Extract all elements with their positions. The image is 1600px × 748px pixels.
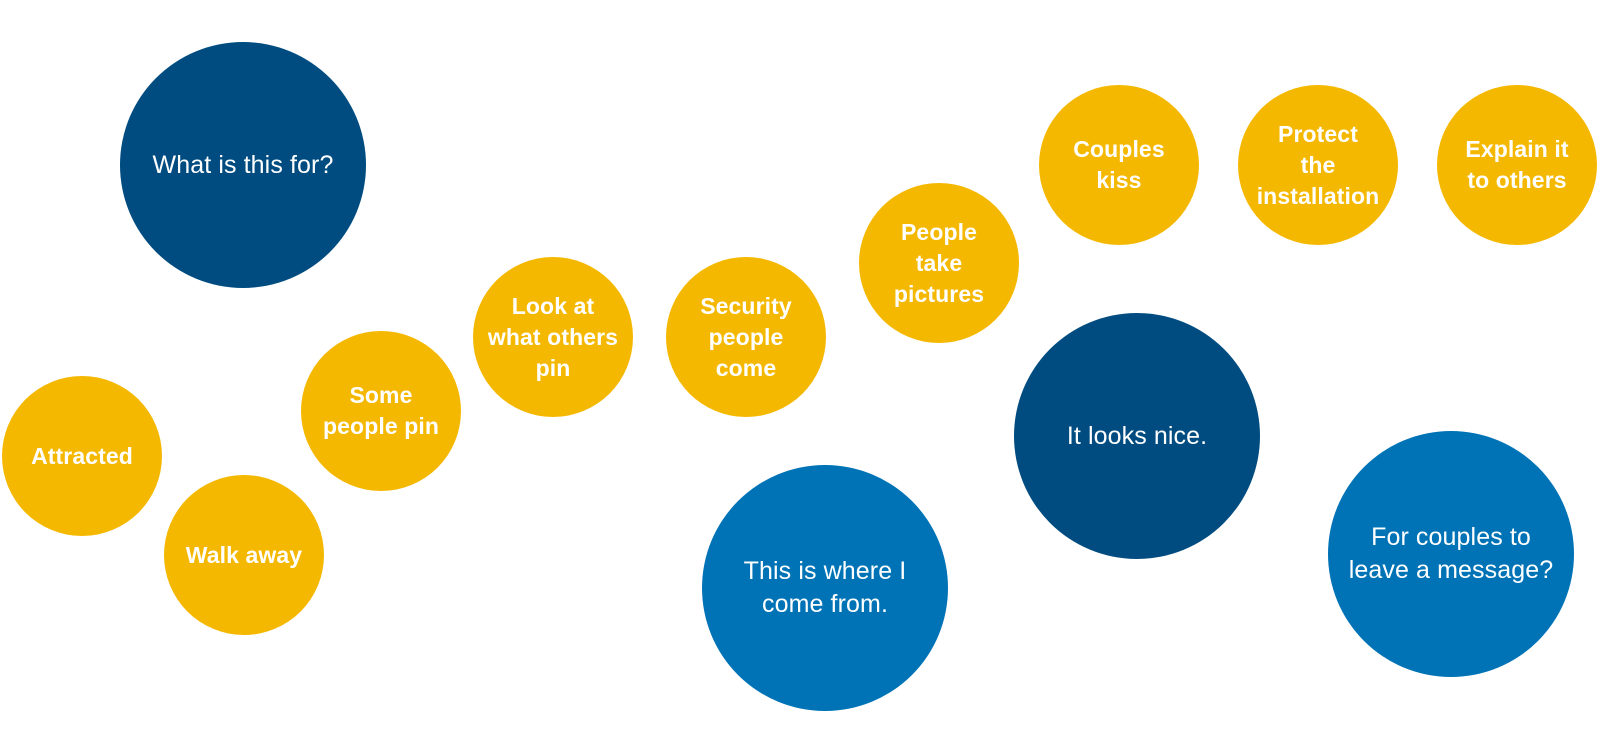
bubble-this-is-where-i-come-from: This is where I come from. <box>702 465 948 711</box>
bubble-walk-away: Walk away <box>164 475 324 635</box>
bubble-label: Walk away <box>185 541 303 568</box>
bubble-label: Some people pin <box>323 382 439 439</box>
bubble-label: People take pictures <box>893 218 985 307</box>
bubble-protect-the-installation: Protect the installation <box>1238 85 1398 245</box>
bubble-label: This is where I come from. <box>743 557 907 618</box>
bubble-label: Attracted <box>31 442 133 469</box>
bubble-look-at-what-others-pin: Look at what others pin <box>473 257 633 417</box>
bubble-label: Security people come <box>700 292 792 381</box>
bubble-label: Protect the installation <box>1256 120 1380 209</box>
bubble-people-take-pictures: People take pictures <box>859 183 1019 343</box>
bubble-what-is-this-for: What is this for? <box>120 42 366 288</box>
bubble-label: What is this for? <box>152 150 334 179</box>
bubble-attracted: Attracted <box>2 376 162 536</box>
bubble-label: For couples to leave a message? <box>1348 523 1554 584</box>
bubble-explain-it-to-others: Explain it to others <box>1437 85 1597 245</box>
bubble-label: Explain it to others <box>1465 136 1569 193</box>
bubble-security-people-come: Security people come <box>666 257 826 417</box>
bubble-label: It looks nice. <box>1066 421 1208 450</box>
bubble-label: Look at what others pin <box>487 292 619 381</box>
bubble-it-looks-nice: It looks nice. <box>1014 313 1260 559</box>
bubble-for-couples-to-leave-a-message: For couples to leave a message? <box>1328 431 1574 677</box>
bubble-couples-kiss: Couples kiss <box>1039 85 1199 245</box>
bubble-label: Couples kiss <box>1073 136 1165 193</box>
bubble-some-people-pin: Some people pin <box>301 331 461 491</box>
